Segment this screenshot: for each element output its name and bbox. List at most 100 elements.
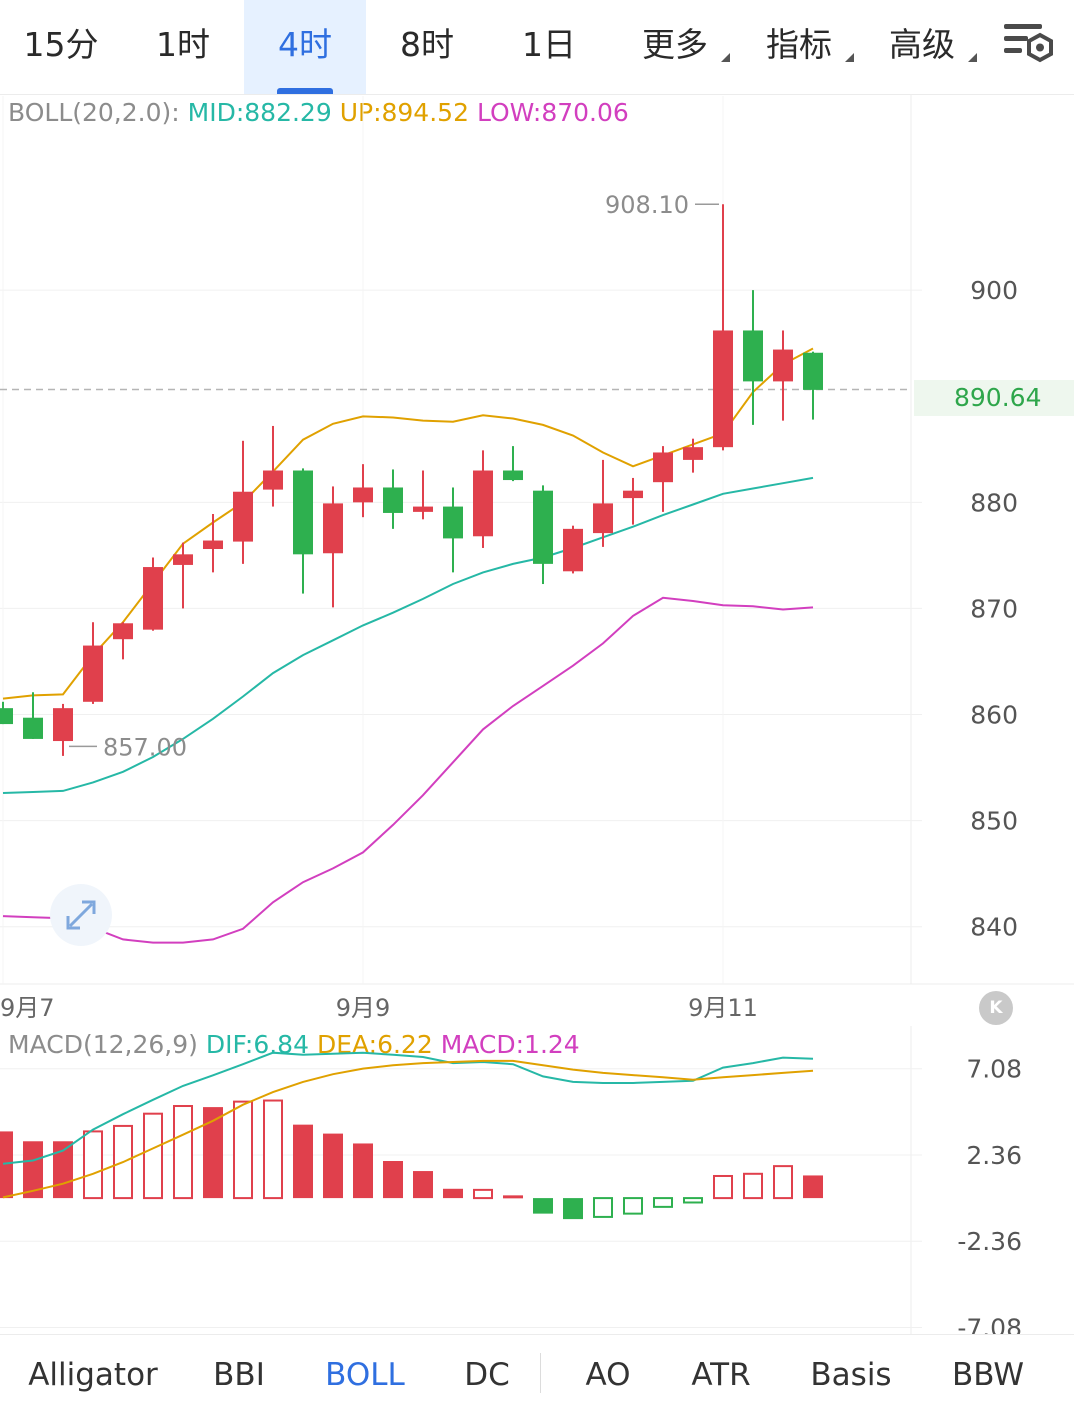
tab-bbw[interactable]: BBW xyxy=(951,1357,1025,1393)
y-tick-label: 900 xyxy=(970,276,1018,305)
candle-body xyxy=(143,567,163,630)
boll-up-line xyxy=(2,347,814,700)
candle-body xyxy=(83,645,103,702)
macd-histogram-bar xyxy=(293,1124,313,1199)
macd-histogram-bar xyxy=(683,1197,703,1204)
macd-histogram-bar xyxy=(323,1133,343,1199)
macd-histogram-bar xyxy=(533,1198,553,1214)
candle-body xyxy=(803,352,823,390)
tab-4h[interactable]: 4时 xyxy=(244,0,366,94)
candle-body xyxy=(263,470,283,490)
current-price-tag: 890.64 xyxy=(914,380,1074,416)
macd-histogram-bar xyxy=(353,1143,373,1199)
macd-histogram-bar xyxy=(233,1100,253,1200)
candle-body xyxy=(503,470,523,481)
boll-up-value: UP:894.52 xyxy=(339,98,469,127)
chart-settings-icon[interactable] xyxy=(1000,18,1058,72)
candle-body xyxy=(353,487,373,503)
x-tick-label: 9月9 xyxy=(336,994,391,1022)
macd-histogram-bar xyxy=(143,1112,163,1200)
tab-boll[interactable]: BOLL xyxy=(325,1357,405,1393)
candle-body xyxy=(53,708,73,742)
y-tick-label: 840 xyxy=(970,913,1018,942)
macd-histogram-bar xyxy=(0,1131,13,1199)
candle-body xyxy=(173,554,193,565)
candle-body xyxy=(293,470,313,555)
candle-body xyxy=(233,491,253,542)
macd-histogram-bar xyxy=(563,1198,583,1220)
boll-mid-line xyxy=(2,476,814,794)
annotation-label: 857.00 xyxy=(103,733,187,761)
indicator-tab-bar: Alligator BBI BOLL DC AO ATR Basis BBW xyxy=(0,1334,1074,1411)
tab-1d[interactable]: 1日 xyxy=(522,25,576,64)
tab-divider xyxy=(540,1353,541,1393)
tab-1h[interactable]: 1时 xyxy=(156,25,210,64)
macd-histogram-bar xyxy=(803,1175,823,1199)
tab-indicators[interactable]: 指标 xyxy=(746,0,854,94)
y-tick-label: 870 xyxy=(970,594,1018,623)
boll-low-value: LOW:870.06 xyxy=(476,98,629,127)
tab-basis[interactable]: Basis xyxy=(810,1357,892,1393)
kline-chart[interactable]: 840 850 860 870 880 900 9月7 9月9 9月11 908.10 857.00… xyxy=(0,0,1074,1334)
candle-body xyxy=(473,470,493,537)
y-tick-label: 880 xyxy=(970,488,1018,517)
y-tick-label: 850 xyxy=(970,807,1018,836)
macd-histogram-bar xyxy=(593,1197,613,1218)
candle-body xyxy=(533,490,553,564)
y-tick-label: 860 xyxy=(970,701,1018,730)
expand-icon[interactable] xyxy=(50,884,112,946)
macd-histogram-bar xyxy=(83,1130,103,1200)
candle-body xyxy=(23,717,43,739)
macd-dif-line xyxy=(2,1051,814,1165)
candle-body xyxy=(383,487,403,513)
tab-ao[interactable]: AO xyxy=(585,1357,631,1393)
macd-histogram-bar xyxy=(773,1165,793,1200)
x-tick-label: 9月11 xyxy=(688,994,758,1022)
macd-y-tick-label: 7.08 xyxy=(966,1055,1022,1084)
boll-name: BOLL(20,2.0): xyxy=(8,98,180,127)
candle-body xyxy=(653,452,673,483)
candle-body xyxy=(563,528,583,572)
boll-mid-value: MID:882.29 xyxy=(187,98,332,127)
macd-y-tick-label: -7.08 xyxy=(957,1313,1022,1334)
macd-histogram-bar xyxy=(263,1099,283,1200)
candle-body xyxy=(203,540,223,550)
macd-histogram-bar xyxy=(173,1105,193,1200)
macd-y-tick-label: -2.36 xyxy=(957,1227,1022,1256)
candle-body xyxy=(443,506,463,539)
macd-y-tick-label: 2.36 xyxy=(966,1141,1022,1170)
candle-body xyxy=(683,447,703,460)
macd-histogram-bar xyxy=(413,1171,433,1199)
boll-low-line xyxy=(2,596,814,944)
macd-histogram-bar xyxy=(653,1197,673,1208)
tab-atr[interactable]: ATR xyxy=(691,1357,751,1393)
macd-histogram-bar xyxy=(713,1174,733,1200)
x-tick-label: 9月7 xyxy=(0,994,55,1022)
tab-bbi[interactable]: BBI xyxy=(213,1357,265,1393)
scroll-latest-icon[interactable]: K xyxy=(979,991,1013,1025)
macd-histogram-bar xyxy=(23,1141,43,1199)
candle-body xyxy=(593,503,613,534)
candle-body xyxy=(323,503,343,554)
tab-15m[interactable]: 15分 xyxy=(23,25,99,64)
macd-histogram-bar xyxy=(383,1161,403,1199)
annotation-label: 908.10 xyxy=(605,191,689,219)
macd-dea-line xyxy=(2,1059,814,1199)
tab-8h[interactable]: 8时 xyxy=(400,25,454,64)
candle-body xyxy=(713,330,733,448)
macd-histogram-bar xyxy=(743,1172,763,1200)
macd-histogram-bar xyxy=(203,1107,223,1199)
macd-macd-value: MACD:1.24 xyxy=(440,1030,580,1059)
tab-advanced[interactable]: 高级 xyxy=(869,0,977,94)
macd-histogram-bar xyxy=(473,1188,493,1200)
timeframe-bar: 15分 1时 4时 8时 1日 更多 指标 高级 xyxy=(0,0,1074,95)
candle-body xyxy=(0,708,13,725)
tab-more[interactable]: 更多 xyxy=(622,0,730,94)
tab-alligator[interactable]: Alligator xyxy=(28,1357,158,1393)
macd-histogram-bar xyxy=(503,1195,523,1199)
candle-body xyxy=(113,623,133,640)
macd-histogram-bar xyxy=(443,1188,463,1199)
macd-histogram-bar xyxy=(623,1197,643,1215)
candle-body xyxy=(773,349,793,382)
tab-dc[interactable]: DC xyxy=(464,1357,510,1393)
